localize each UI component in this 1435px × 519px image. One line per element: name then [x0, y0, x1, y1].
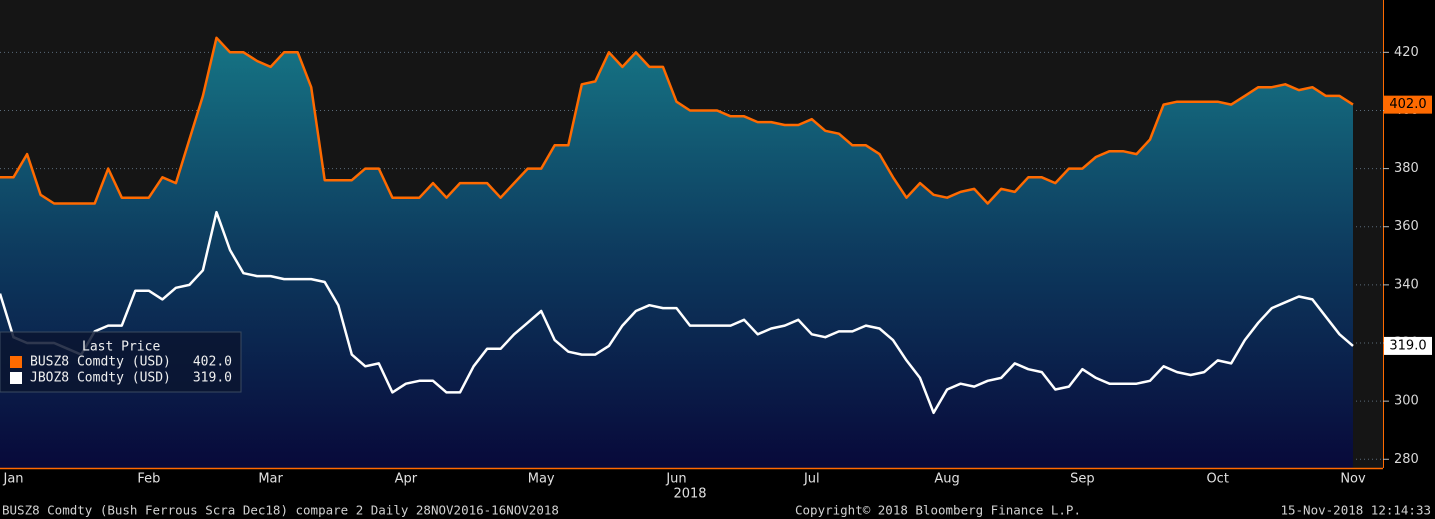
- last-price-tag: [1384, 336, 1432, 355]
- last-price-label: 319.0: [1389, 338, 1426, 353]
- y-tick-label: 340: [1394, 277, 1419, 292]
- x-tick-label: Feb: [137, 472, 160, 487]
- footer-center: Copyright© 2018 Bloomberg Finance L.P.: [795, 503, 1081, 518]
- y-tick-label: 420: [1394, 45, 1419, 60]
- legend-box: [0, 331, 242, 393]
- legend-title: Last Price: [82, 340, 160, 355]
- y-tick-label: 360: [1394, 219, 1419, 234]
- last-price-tag: [1384, 95, 1432, 114]
- line: [0, 36, 1354, 205]
- legend-label: BUSZ8 Comdty (USD): [30, 355, 171, 370]
- footer-right: 15-Nov-2018 12:14:33: [1280, 503, 1431, 518]
- x-tick-label: Sep: [1070, 472, 1095, 487]
- x-tick-label: Jun: [665, 472, 686, 487]
- legend-label: JBOZ8 Comdty (USD): [30, 371, 171, 386]
- x-tick-label: Mar: [258, 472, 283, 487]
- legend-value: 402.0: [193, 355, 232, 370]
- x-tick-label: Nov: [1340, 472, 1366, 487]
- legend-swatch: [10, 372, 22, 384]
- y-tick-label: 280: [1394, 452, 1419, 467]
- last-price-label: 402.0: [1389, 97, 1426, 112]
- footer-left: BUSZ8 Comdty (Bush Ferrous Scra Dec18) c…: [2, 503, 559, 518]
- footer-bg: [0, 501, 1435, 519]
- x-tick-label: Apr: [395, 472, 418, 487]
- area: [0, 37, 1353, 469]
- line: [0, 210, 1354, 415]
- legend-value: 319.0: [193, 371, 232, 386]
- year-label: 2018: [673, 487, 706, 502]
- legend-swatch: [10, 356, 22, 368]
- x-tick-label: Aug: [934, 472, 959, 487]
- legend: Last Price BUSZ8 Comdty (USD) 402.0 JBOZ8 …: [0, 331, 242, 393]
- y-tick-label: 380: [1394, 161, 1419, 176]
- x-tick-label: Oct: [1206, 472, 1228, 487]
- x-tick-label: Jan: [3, 472, 24, 487]
- y-tick-label: 300: [1394, 394, 1419, 409]
- x-tick-label: May: [528, 472, 555, 487]
- x-tick-label: Jul: [803, 472, 820, 487]
